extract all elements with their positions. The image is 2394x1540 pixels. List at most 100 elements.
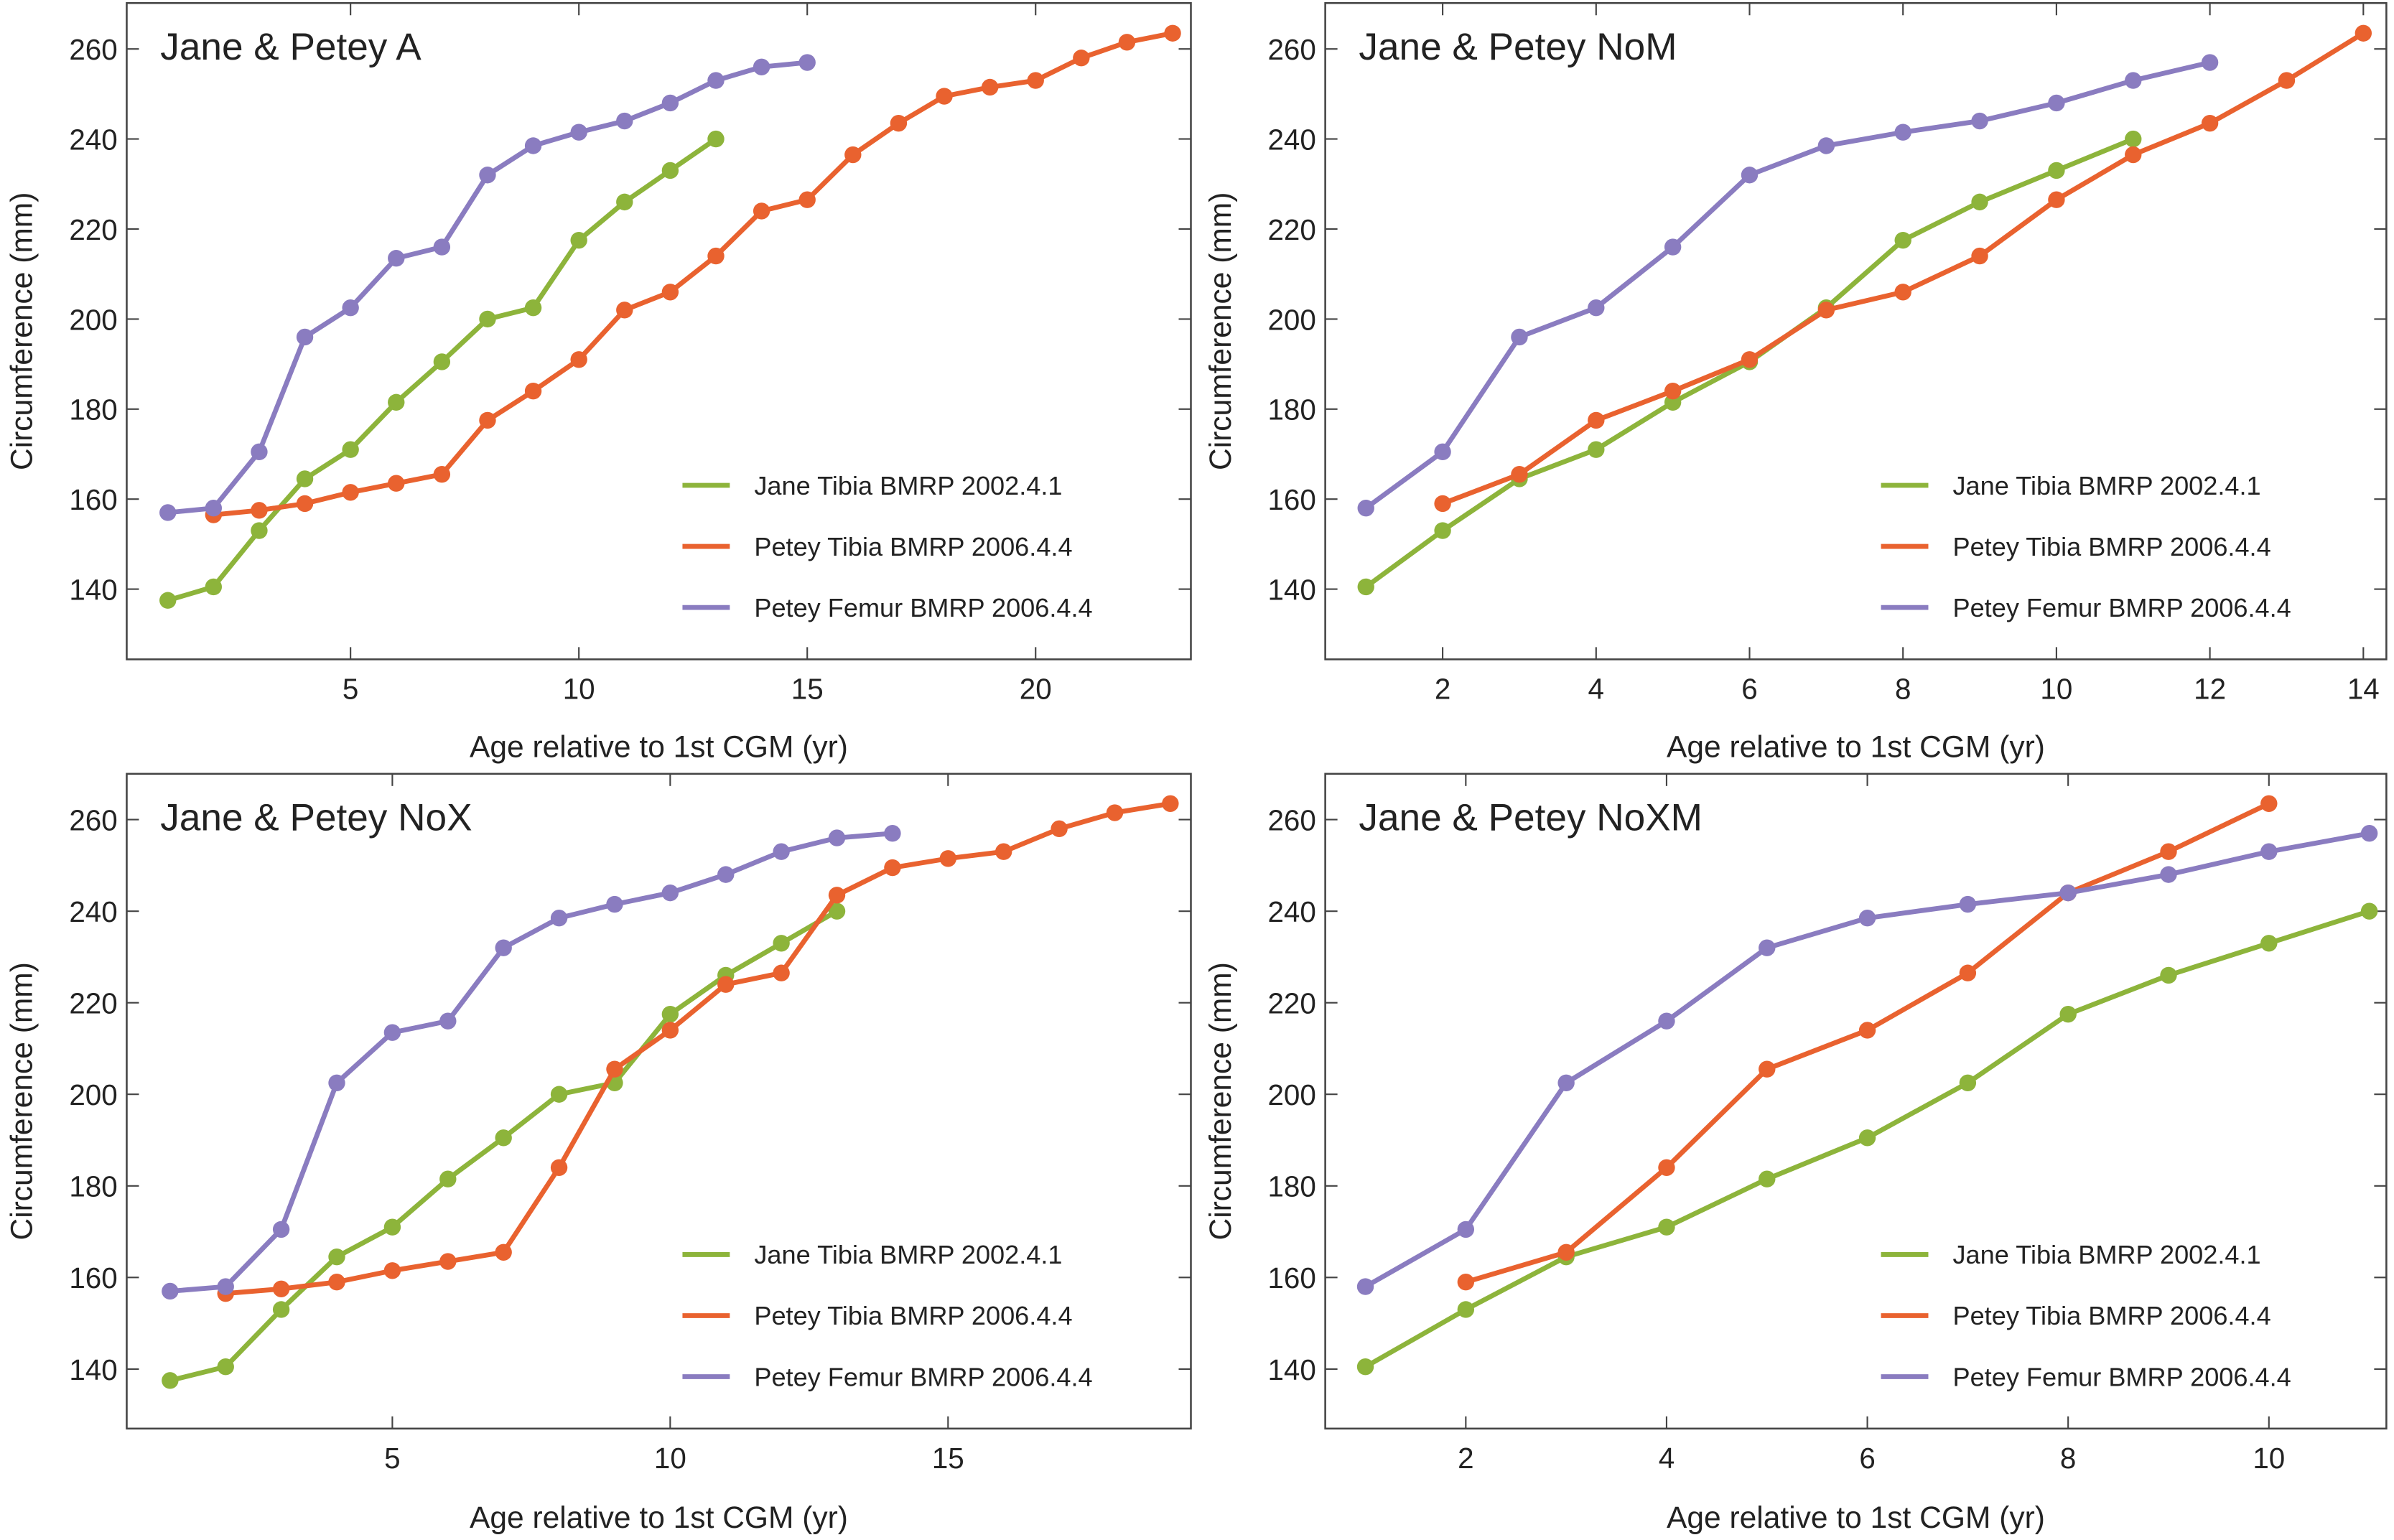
data-point [717,976,735,993]
data-point [439,1012,457,1030]
series-line [1364,831,2370,1289]
data-point [936,88,953,105]
data-point [1434,495,1451,513]
y-axis-label: Circumference (mm) [6,962,39,1240]
data-point [1664,383,1682,400]
data-point [1434,522,1451,539]
data-point [479,411,496,429]
data-point [661,884,679,902]
data-point [251,502,268,519]
plot-frame [126,1,1192,661]
x-tick-label: 5 [343,673,358,706]
data-point [1959,964,1977,981]
y-tick-label: 240 [69,895,117,928]
data-point [1741,167,1759,184]
data-point [798,54,816,71]
data-point [1357,500,1374,517]
series-line [1441,31,2365,506]
x-tick-label: 10 [2040,673,2072,706]
data-point [661,1022,679,1039]
data-point [707,130,725,148]
data-point [939,850,956,867]
x-axis-label: Age relative to 1st CGM (yr) [1667,730,2045,764]
data-point [1894,284,1911,301]
y-tick-label: 160 [1267,1261,1315,1294]
data-point [439,1253,457,1270]
x-tick-label: 10 [563,673,595,706]
data-point [2160,866,2177,883]
x-tick-label: 2 [1435,673,1450,706]
legend-label: Petey Tibia BMRP 2006.4.4 [1953,1301,2271,1330]
data-point [159,504,177,521]
x-tick-label: 4 [1588,673,1604,706]
data-point [296,328,314,346]
data-point [1658,1012,1675,1030]
data-point [753,58,770,75]
x-tick-label: 20 [1020,673,1052,706]
data-point [433,465,451,483]
data-point [439,1170,457,1187]
y-tick-label: 180 [69,393,117,426]
data-point [1658,1218,1675,1236]
data-point [1457,1221,1475,1238]
panel-title: Jane & Petey NoM [1359,26,1677,68]
data-point [828,829,846,846]
y-tick-label: 220 [1267,987,1315,1020]
data-point [272,1280,290,1297]
y-tick-label: 180 [69,1170,117,1203]
y-tick-label: 240 [1267,123,1315,156]
data-point [524,383,542,400]
data-point [383,1218,401,1236]
y-tick-label: 200 [1267,303,1315,336]
data-point [328,1248,345,1266]
data-point [2260,843,2278,860]
panel: 5 10 15 140 160 180 200 220 240 260 Jane & Petey N… [6,773,1192,1535]
data-point [606,1060,623,1078]
data-point [1741,351,1759,368]
data-point [1959,1074,1977,1091]
x-tick-label: 12 [2194,673,2226,706]
panel-title: Jane & Petey A [160,26,421,68]
y-tick-label: 240 [69,123,117,156]
data-point [1759,939,1776,956]
y-tick-label: 140 [1267,1353,1315,1386]
data-point [1162,795,1179,812]
data-point [1894,231,1911,249]
data-point [1664,238,1682,256]
y-tick-label: 140 [69,1353,117,1386]
data-point [884,859,901,877]
x-tick-label: 8 [1895,673,1911,706]
data-point [1658,1159,1675,1176]
data-point [2059,1005,2077,1023]
legend-label: Jane Tibia BMRP 2002.4.1 [1953,471,2261,500]
data-point [1959,895,1977,913]
data-point [1894,123,1911,141]
y-tick-label: 220 [69,213,117,246]
data-point [1356,1358,1374,1376]
data-point [2360,825,2378,842]
data-point [570,351,587,368]
data-point [2125,146,2142,164]
data-point [1357,578,1374,596]
data-point [495,1243,512,1261]
data-point [342,299,359,317]
data-point [2125,130,2142,148]
panel: 2 4 6 8 10 140 160 180 200 220 240 260 Jane & Petey … [1204,773,2388,1535]
data-point [328,1274,345,1291]
data-point [1858,1129,1876,1147]
x-tick-label: 10 [2253,1442,2285,1475]
data-point [2048,94,2065,112]
data-point [1588,441,1605,458]
data-point [433,238,451,256]
data-point [383,1262,401,1279]
data-point [162,1372,179,1389]
series-line [213,30,1173,518]
data-point [1073,50,1090,67]
series-line [1364,60,2211,510]
legend-label: Jane Tibia BMRP 2002.4.1 [754,471,1062,500]
y-tick-label: 260 [1267,33,1315,66]
data-point [1557,1243,1575,1261]
x-tick-label: 5 [384,1442,400,1475]
data-point [205,500,223,517]
data-point [661,162,679,179]
